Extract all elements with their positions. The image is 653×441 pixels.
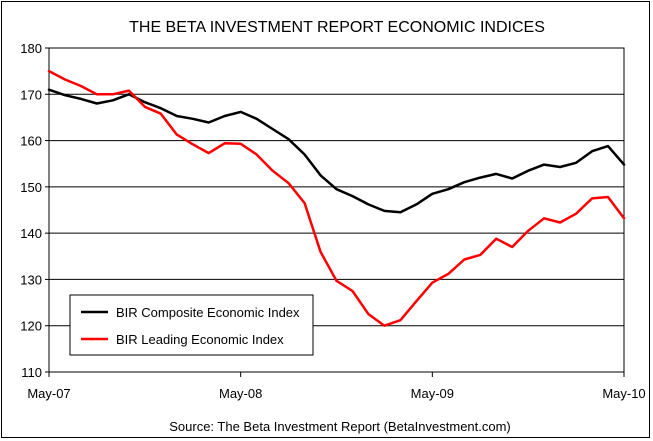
legend-label: BIR Composite Economic Index	[116, 305, 300, 320]
y-tick-label: 120	[20, 319, 42, 334]
y-tick-label: 150	[20, 180, 42, 195]
x-axis: May-07 May-08 May-09 May-10	[27, 372, 646, 401]
y-tick-label: 130	[20, 272, 42, 287]
plot-border	[48, 47, 625, 373]
legend-box	[69, 294, 314, 356]
legend: BIR Composite Economic Index BIR Leading …	[69, 294, 314, 356]
y-tick-label: 110	[21, 365, 42, 380]
plot-area	[48, 47, 625, 373]
legend-label: BIR Leading Economic Index	[116, 332, 284, 347]
x-tick-label: May-08	[219, 386, 262, 401]
y-tick-label: 160	[20, 134, 42, 149]
chart-source-note: Source: The Beta Investment Report (Beta…	[169, 419, 511, 434]
y-axis: 110 120 130 140 150 160 170 180	[20, 41, 49, 380]
y-tick-label: 170	[20, 87, 42, 102]
series-layer	[47, 69, 626, 327]
y-tick-label: 140	[20, 226, 42, 241]
x-tick-label: May-10	[602, 386, 645, 401]
chart-title: THE BETA INVESTMENT REPORT ECONOMIC INDI…	[129, 19, 545, 36]
x-tick-label: May-09	[411, 386, 454, 401]
x-tick-label: May-07	[27, 386, 70, 401]
series-line-leading	[47, 69, 626, 327]
series-line-composite	[47, 88, 626, 214]
y-tick-label: 180	[20, 41, 42, 56]
